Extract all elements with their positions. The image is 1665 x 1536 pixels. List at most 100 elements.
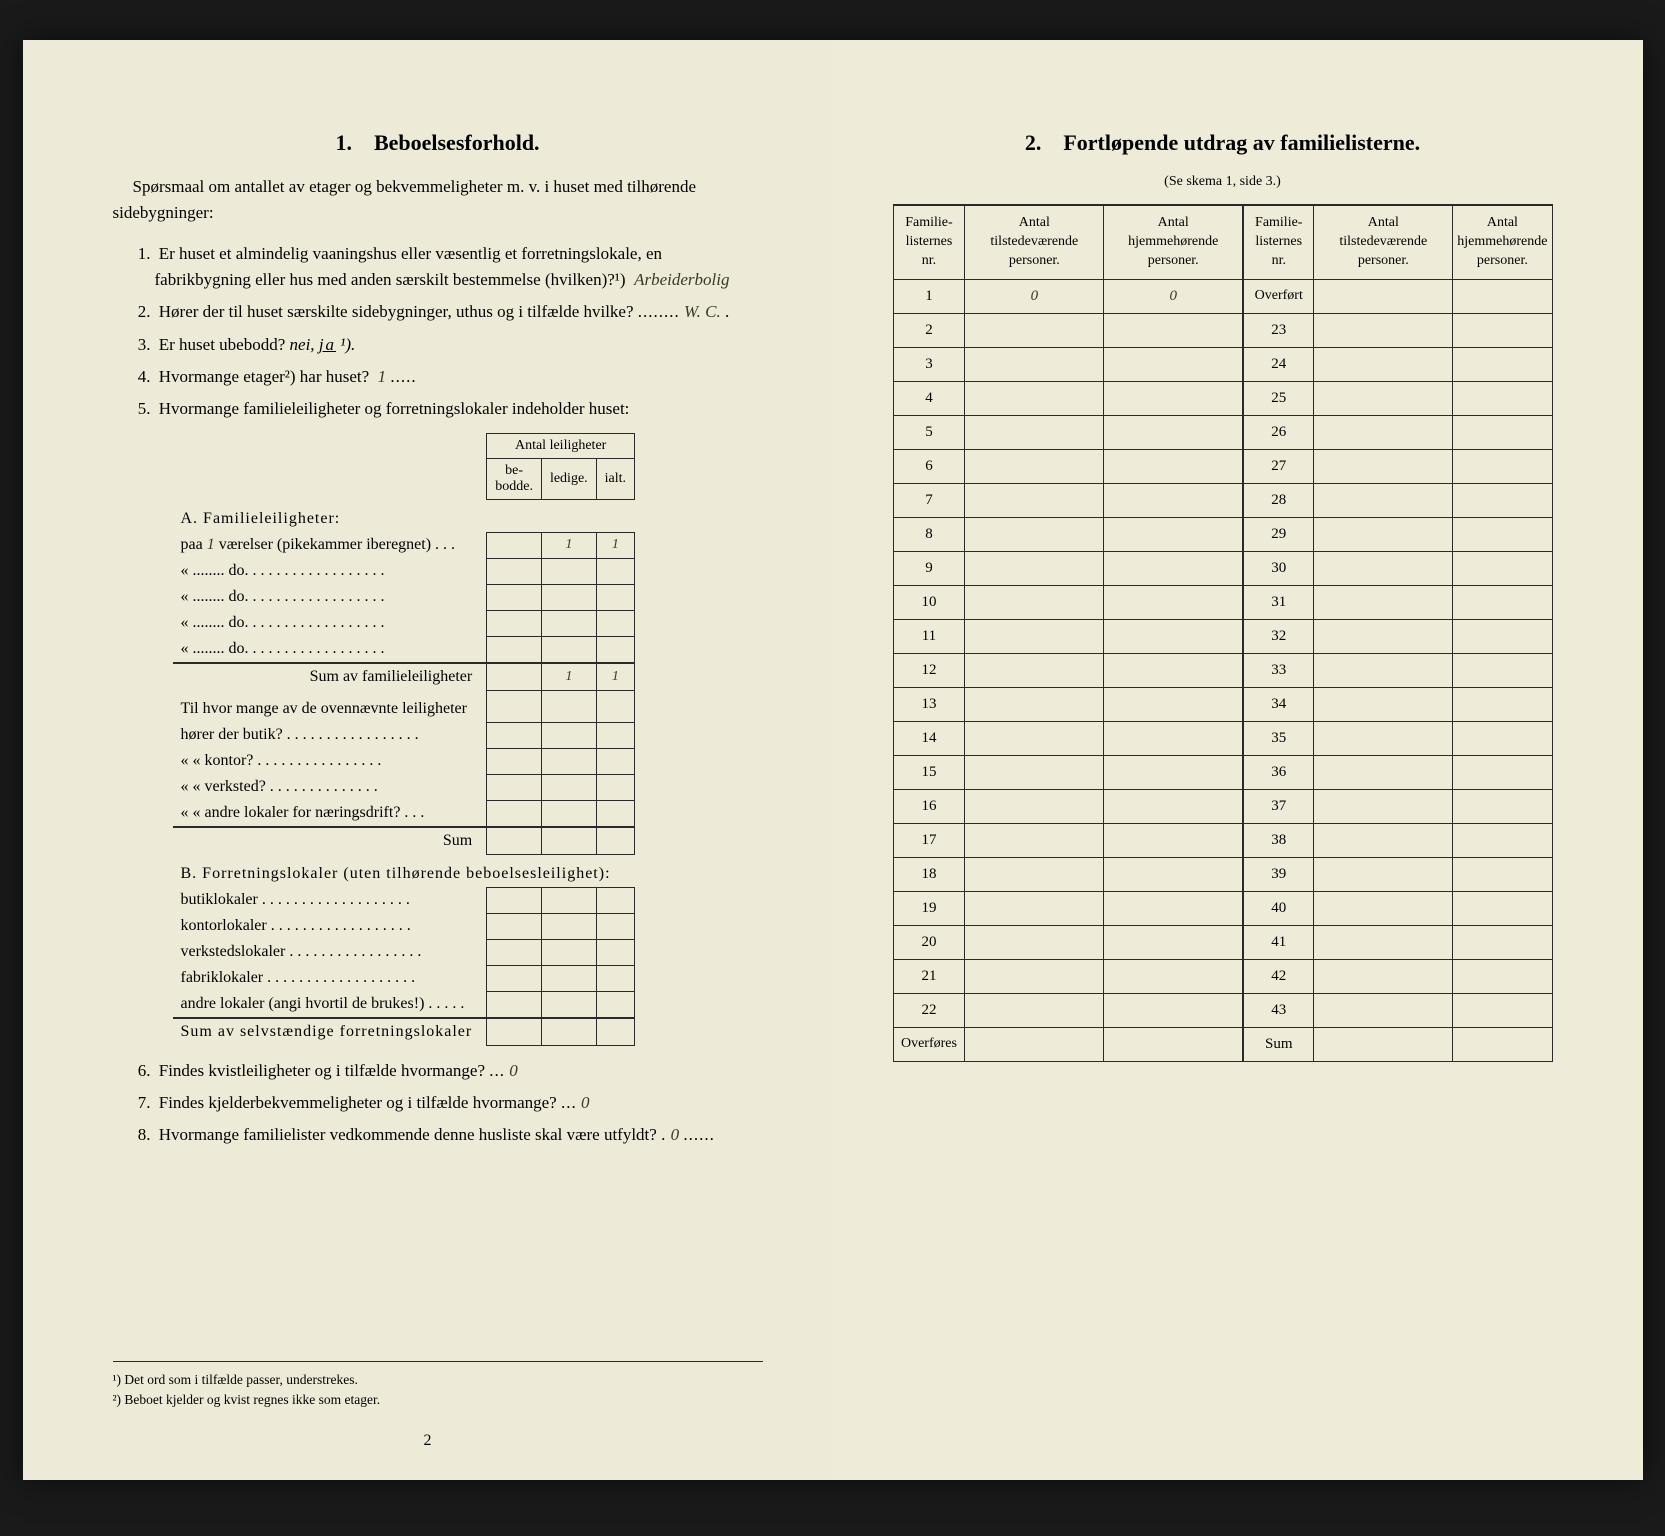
right-present [1314,857,1453,891]
left-list-nr: 1 [893,279,965,313]
right-present [1314,347,1453,381]
left-list-nr: 8 [893,517,965,551]
right-belonging [1453,415,1552,449]
left-list-nr: 3 [893,347,965,381]
left-list-nr: 12 [893,653,965,687]
question-2: 2. Hører der til huset særskilte sidebyg… [113,299,763,325]
left-list-nr: 22 [893,993,965,1027]
left-present [965,381,1104,415]
row-qb-sum: Sum [173,827,487,854]
left-belonging [1104,789,1243,823]
left-present [965,823,1104,857]
left-belonging [1104,823,1243,857]
right-belonging [1453,381,1552,415]
right-belonging [1453,619,1552,653]
right-present [1314,653,1453,687]
q5-table-header-span: Antal leiligheter [487,433,635,458]
right-list-nr: 23 [1243,313,1314,347]
right-list-nr: Overført [1243,279,1314,313]
row-b3: verkstedslokaler . . . . . . . . . . . .… [173,939,487,965]
overfores-label: Overføres [893,1027,965,1061]
left-list-nr: 10 [893,585,965,619]
left-belonging [1104,313,1243,347]
right-belonging [1453,517,1552,551]
section-2-title: 2. Fortløpende utdrag av familielisterne… [893,130,1553,156]
right-belonging [1453,653,1552,687]
right-list-nr: 33 [1243,653,1314,687]
footnote-1: ¹) Det ord som i tilfælde passer, unders… [113,1370,763,1390]
right-list-nr: 41 [1243,925,1314,959]
document-spread: 1. Beboelsesforhold. Spørsmaal om antall… [23,40,1643,1480]
right-belonging [1453,687,1552,721]
right-list-nr: 25 [1243,381,1314,415]
row-qb-intro: Til hvor mange av de ovennævnte leilighe… [173,690,487,722]
right-present [1314,551,1453,585]
right-present [1314,687,1453,721]
right-present [1314,755,1453,789]
right-list-nr: 36 [1243,755,1314,789]
right-list-nr: 35 [1243,721,1314,755]
row-sum-a: Sum av familieleiligheter [173,663,487,690]
right-belonging [1453,551,1552,585]
intro-text: Spørsmaal om antallet av etager og bekve… [113,174,763,227]
col-h3-left: Antal hjemmehørende personer. [1104,205,1243,279]
section-a-label: A. Familieleiligheter: [173,499,635,532]
right-list-nr: 43 [1243,993,1314,1027]
right-belonging [1453,857,1552,891]
col-h2-right: Antal tilstedeværende personer. [1314,205,1453,279]
q5-table: Antal leiligheter be- bodde. ledige. ial… [173,433,763,1046]
right-list-nr: 24 [1243,347,1314,381]
left-belonging [1104,449,1243,483]
subtitle: (Se skema 1, side 3.) [893,174,1553,190]
left-present [965,517,1104,551]
left-list-nr: 19 [893,891,965,925]
left-present [965,993,1104,1027]
left-present [965,483,1104,517]
left-present [965,789,1104,823]
right-page: 2. Fortløpende utdrag av familielisterne… [833,40,1643,1480]
left-list-nr: 21 [893,959,965,993]
q8-answer: 0 [671,1125,680,1144]
right-belonging [1453,959,1552,993]
right-belonging [1453,755,1552,789]
question-6: 6. Findes kvistleiligheter og i tilfælde… [113,1058,763,1084]
right-list-nr: 28 [1243,483,1314,517]
right-belonging [1453,347,1552,381]
left-belonging [1104,721,1243,755]
left-list-nr: 14 [893,721,965,755]
left-present [965,449,1104,483]
row-do-4: « ........ do. . . . . . . . . . . . . .… [173,636,487,663]
right-present [1314,415,1453,449]
left-list-nr: 13 [893,687,965,721]
right-present [1314,449,1453,483]
right-list-nr: 40 [1243,891,1314,925]
row-a1: paa 1 værelser (pikekammer iberegnet) . … [173,532,487,558]
left-belonging [1104,585,1243,619]
left-present [965,347,1104,381]
left-belonging [1104,415,1243,449]
right-belonging [1453,449,1552,483]
title-text-2: Fortløpende utdrag av familielisterne. [1063,130,1420,155]
col-h1-left: Familie- listernes nr. [893,205,965,279]
right-present [1314,483,1453,517]
question-4: 4. Hvormange etager²) har huset? 1 ..... [113,364,763,390]
left-present [965,551,1104,585]
left-belonging [1104,551,1243,585]
right-belonging [1453,483,1552,517]
row-sum-b: Sum av selvstændige forretningslokaler [173,1018,487,1045]
question-1: 1. Er huset et almindelig vaaningshus el… [113,241,763,294]
left-belonging [1104,993,1243,1027]
left-list-nr: 7 [893,483,965,517]
right-belonging [1453,789,1552,823]
left-list-nr: 15 [893,755,965,789]
right-list-nr: 31 [1243,585,1314,619]
left-present [965,415,1104,449]
question-7: 7. Findes kjelderbekvemmeligheter og i t… [113,1090,763,1116]
col-h2-left: Antal tilstedeværende personer. [965,205,1104,279]
left-present [965,585,1104,619]
title-num-2: 2. [1025,130,1042,155]
row-andre: « « andre lokaler for næringsdrift? . . … [173,800,487,827]
right-list-nr: 42 [1243,959,1314,993]
right-belonging [1453,891,1552,925]
right-list-nr: 34 [1243,687,1314,721]
